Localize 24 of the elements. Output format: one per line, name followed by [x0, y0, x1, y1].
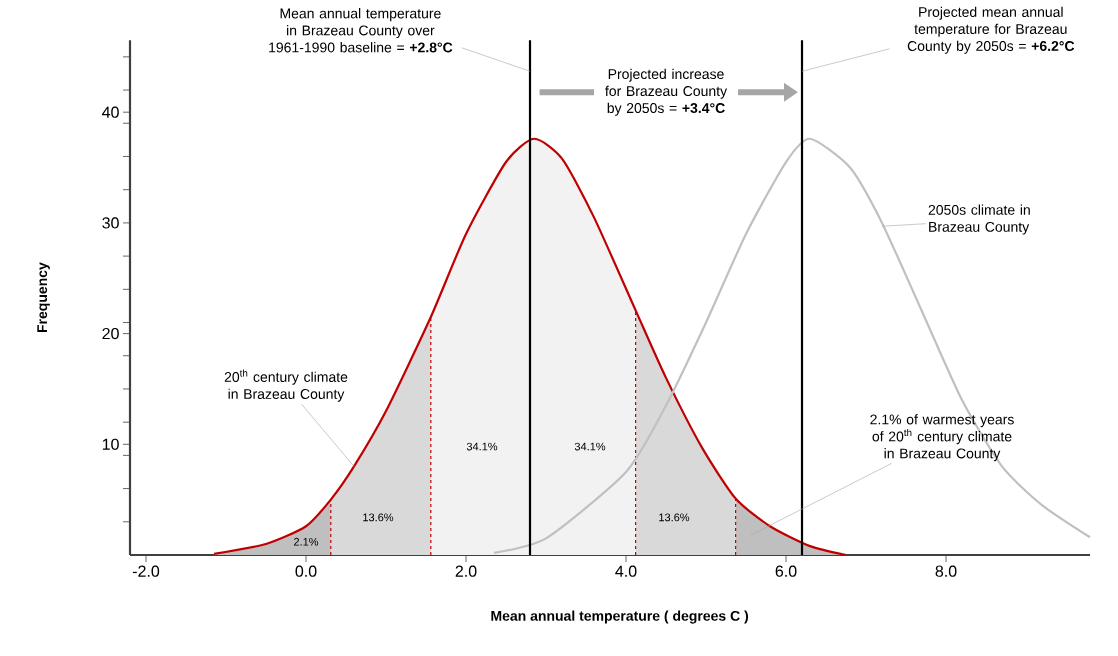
annotation: 2.1% of warmest years of 20$^{th}$ century climate in Brazeau County — [870, 414, 1014, 462]
y-tick-label: 10 — [102, 438, 119, 450]
ref-line-label: Mean annual temperature in Brazeau County over 1961-1990 baseline = +2.8°C — [269, 8, 453, 53]
x-tick-label: 6.0 — [775, 565, 797, 577]
annotation: Projected increase for Brazeau County by 2050s = +3.4°C — [605, 68, 728, 116]
x-axis-title: Mean annual temperature ( degrees C ) — [491, 610, 749, 624]
y-tick-label: 40 — [102, 106, 119, 118]
y-tick-label: 20 — [102, 327, 119, 340]
line-series — [212, 137, 848, 557]
annotation: 20$^{th}$ century climate in Brazeau County — [224, 369, 348, 402]
x-tick-label: 2.0 — [455, 565, 477, 577]
annotation: 13.6% — [363, 513, 394, 522]
x-tick-label: 4.0 — [615, 565, 637, 577]
annotation: 34.1% — [574, 442, 606, 451]
annotation: 2.1% — [294, 537, 319, 546]
annotation: 13.6% — [659, 513, 690, 522]
x-tick-label: 0.0 — [295, 565, 317, 577]
y-tick-label: 30 — [102, 217, 119, 229]
annotation: 34.1% — [466, 442, 498, 451]
x-tick-label: -2.0 — [132, 565, 160, 577]
ref-line-label: Projected mean annual temperature for Brazeau County by 2050s = +6.2°C — [907, 6, 1075, 54]
y-axis-title: Frequency — [37, 262, 50, 333]
x-tick-label: 8.0 — [935, 565, 957, 577]
annotation: 2050s climate in Brazeau County — [928, 204, 1030, 235]
